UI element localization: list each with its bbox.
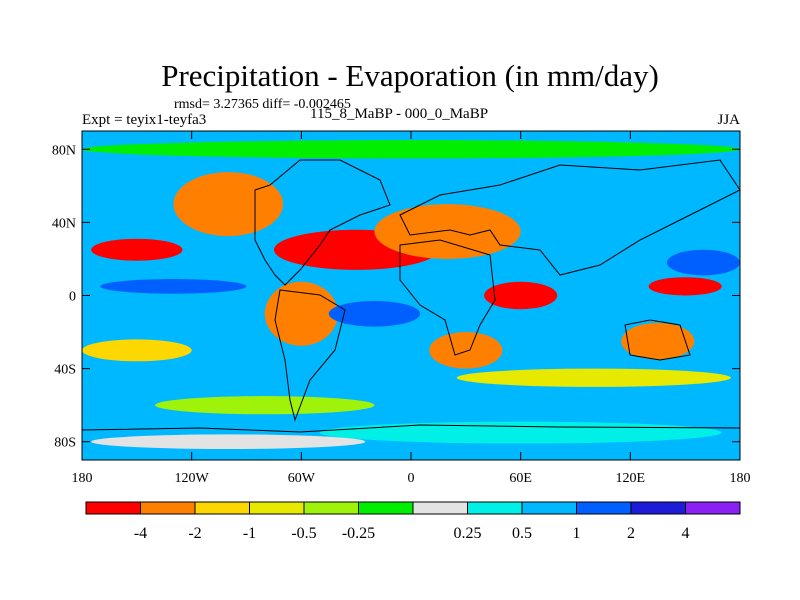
x-tick-label: 180 [72,471,93,486]
colorbar-cell [194,501,250,515]
season-label: JJA [717,112,740,128]
comparison-label: 115_8_MaBP - 000_0_MaBP [310,106,488,122]
x-tick-label: 180 [730,471,751,486]
y-tick-label: 0 [69,290,76,305]
field-blob [694,313,740,351]
colorbar-label: 4 [682,525,690,542]
x-tick-label: 120E [616,471,646,486]
y-tick-label: 40N [52,216,76,231]
colorbar-cell [576,501,632,515]
x-tick-label: 60E [509,471,532,486]
field-blob [525,240,590,259]
colorbar-label: 1 [573,525,581,542]
field-blob [319,421,722,444]
experiment-label: Expt = teyix1-teyfa3 [82,112,206,128]
field-blob [173,172,284,237]
colorbar-label: 2 [627,525,635,542]
field-blob [484,281,558,310]
colorbar-label: -0.25 [342,525,375,542]
continent-outlines [82,159,740,433]
colorbar-cell [303,501,359,515]
colorbar-label: -2 [188,525,201,542]
colorbar-label: 0.5 [512,525,532,542]
field-blob [91,238,183,261]
colorbar-cell [85,501,141,515]
field-blobs [82,140,740,450]
field-blob [374,204,521,259]
colorbar-cell [249,501,305,515]
colorbar-label: -1 [243,525,256,542]
colorbar-label: -4 [134,525,147,542]
colorbar-cell [630,501,686,515]
x-tick-label: 60W [288,471,316,486]
field-blob [648,277,722,296]
field-blob [155,396,375,415]
colorbar-cell [467,501,523,515]
field-blob [91,434,366,450]
y-tick-label: 80N [52,143,76,158]
y-axis-ticks: 80N 40N 0 40S 80S [52,143,740,451]
field-blob [82,339,192,362]
map-panel: 180 120W 60W 0 60E 120E 180 80N 40N 0 40S 80S [52,130,751,486]
field-blob [456,368,731,387]
field-blob [82,140,740,159]
colorbar-label: -0.5 [291,525,316,542]
field-blob [328,300,421,327]
field-blob [429,332,503,369]
chart-title: Precipitation - Evaporation (in mm/day) [161,58,659,93]
field-blob [301,181,411,209]
colorbar-cell [685,501,741,515]
field-blob [264,281,338,346]
field-blob [100,279,247,294]
y-tick-label: 80S [54,436,76,451]
stats-text: rmsd= 3.27365 diff= -0.002465 [174,97,351,112]
colorbar-cell [521,501,577,515]
x-tick-label: 120W [175,471,210,486]
colorbar-cell [140,501,196,515]
colorbar-cells [85,501,741,515]
y-tick-label: 40S [54,363,76,378]
colorbar-labels: -4 -2 -1 -0.5 -0.25 0.25 0.5 1 2 4 [134,525,690,542]
colorbar-cell [412,501,468,515]
colorbar-label: 0.25 [454,525,482,542]
x-axis-ticks: 180 120W 60W 0 60E 120E 180 [72,131,751,486]
colorbar-cell [358,501,414,515]
field-blob [621,322,695,360]
field-blob [666,249,740,276]
x-tick-label: 0 [408,471,415,486]
colorbar: -4 -2 -1 -0.5 -0.25 0.25 0.5 1 2 4 [85,501,741,542]
